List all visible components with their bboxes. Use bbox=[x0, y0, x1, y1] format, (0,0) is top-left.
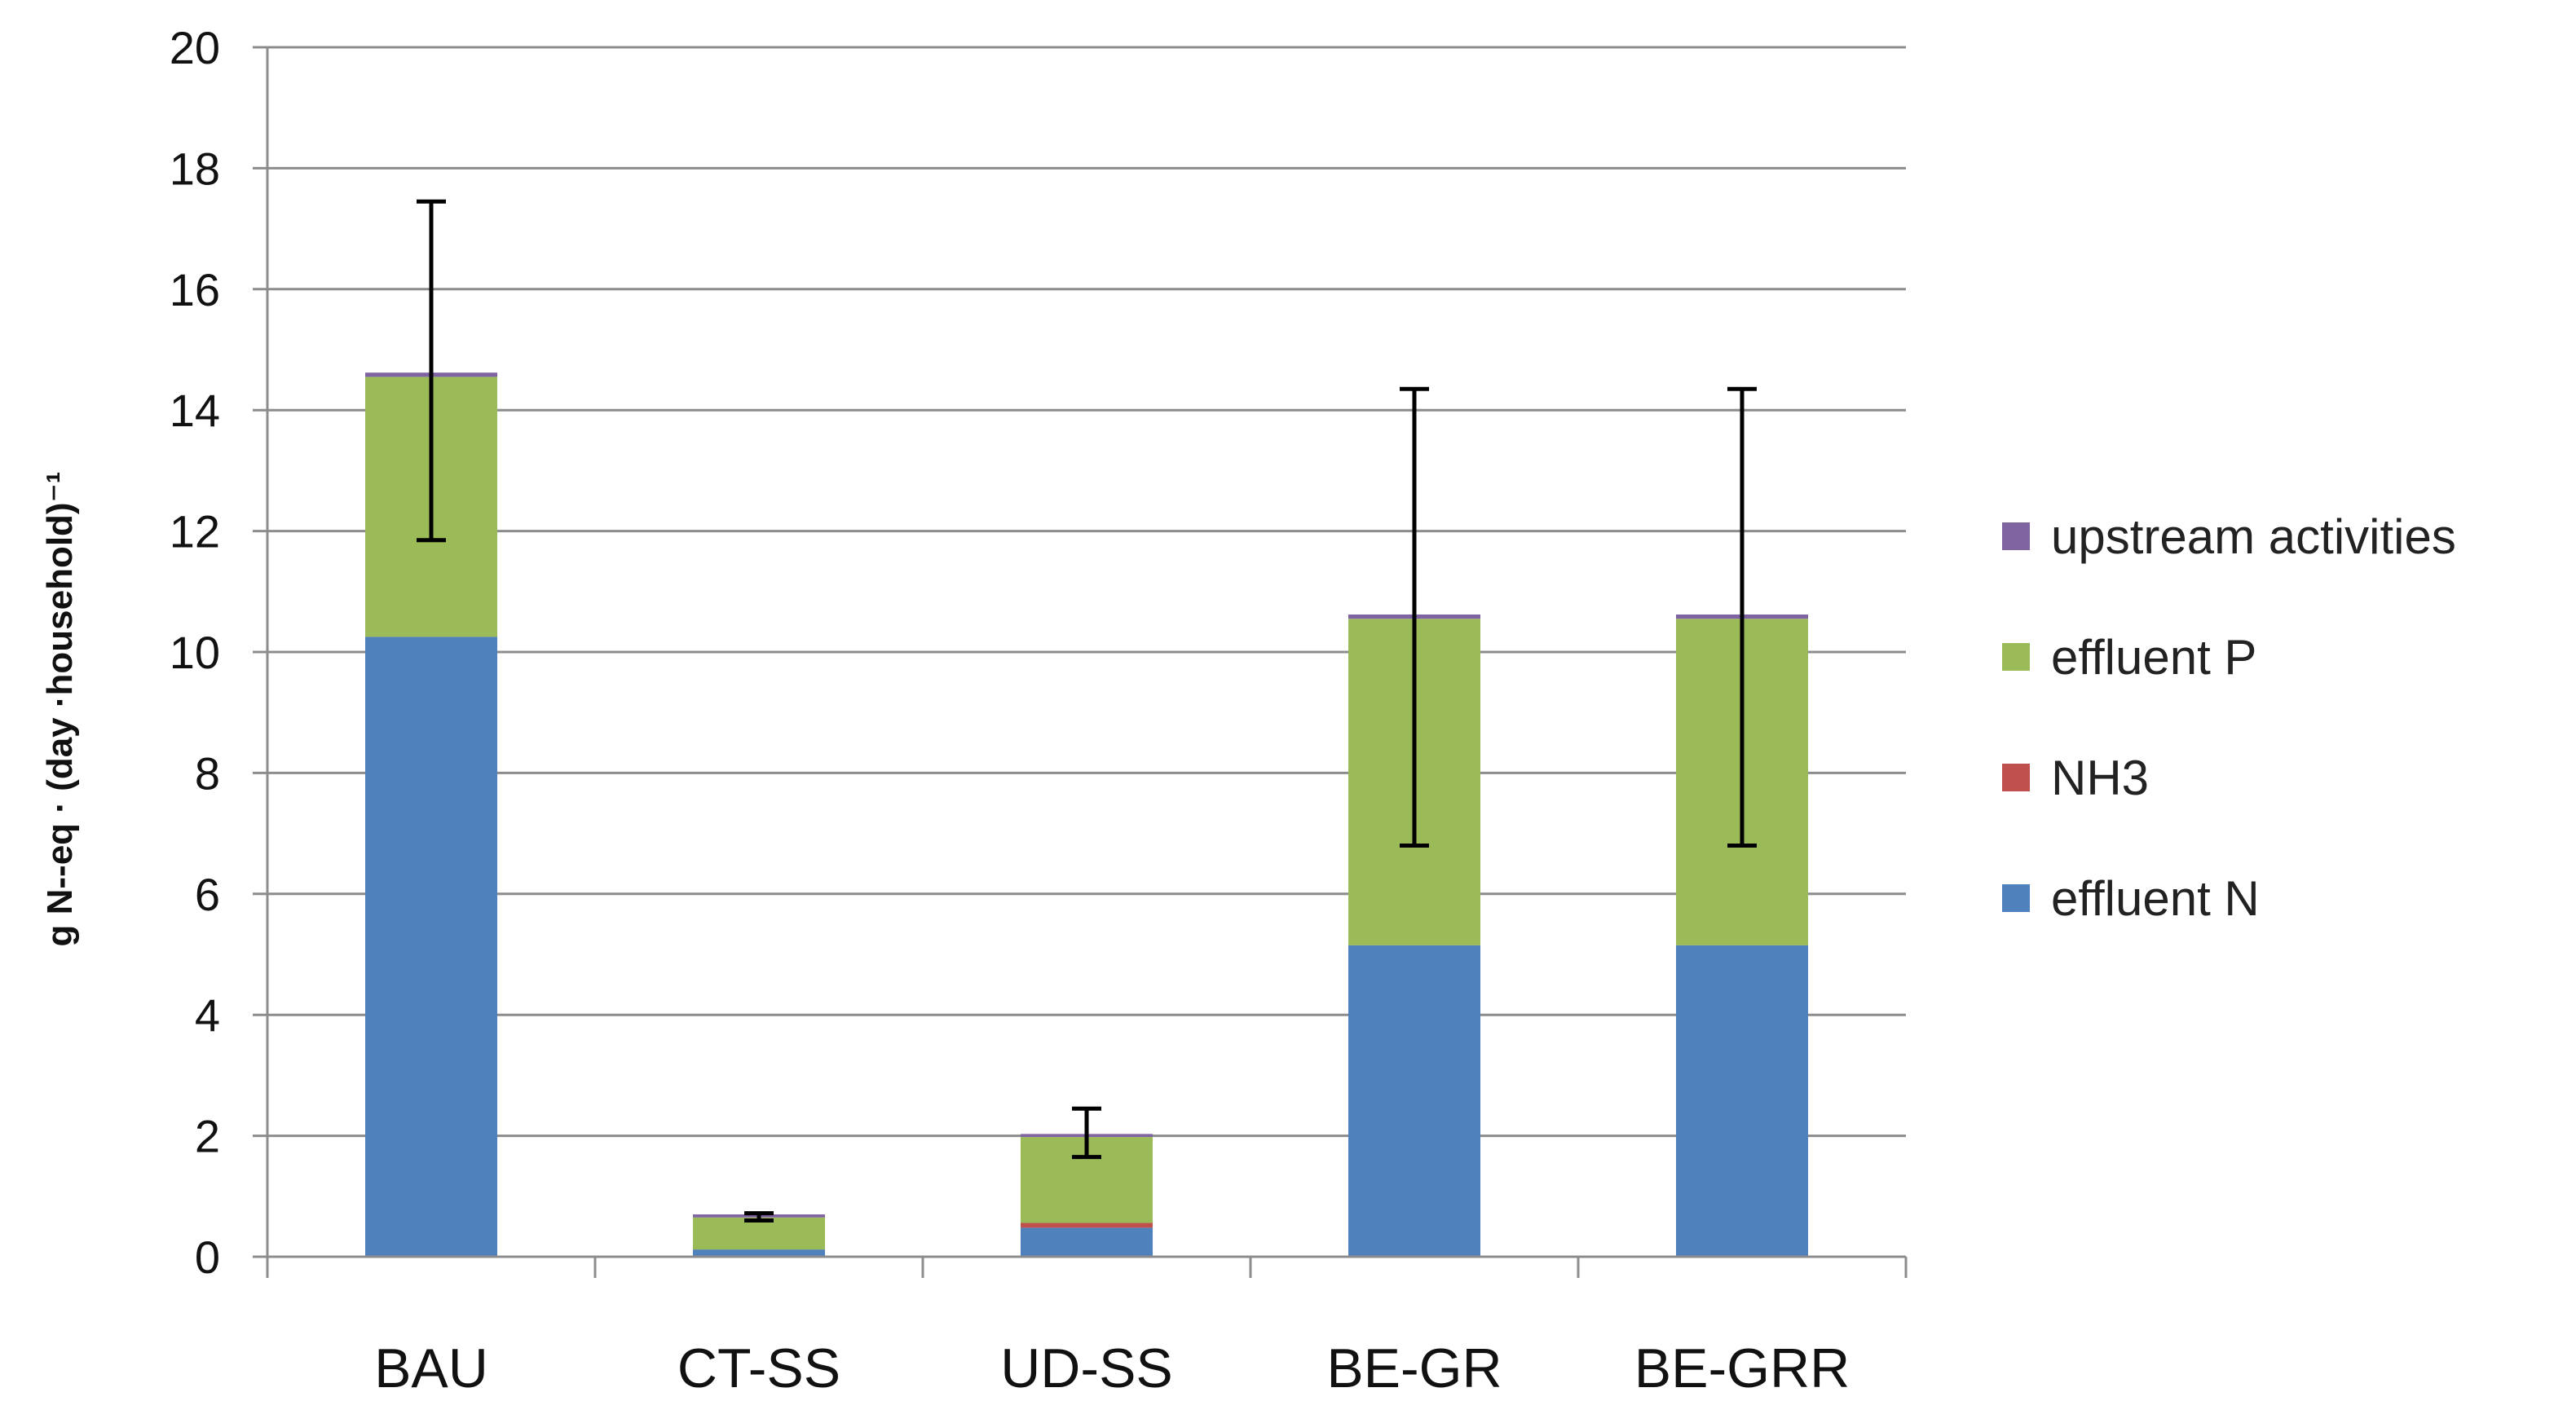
x-tick-label: CT-SS bbox=[677, 1337, 840, 1399]
y-tick-label: 16 bbox=[170, 264, 220, 315]
legend-label: upstream activities bbox=[2051, 509, 2456, 564]
y-tick-label: 8 bbox=[195, 747, 220, 799]
legend-label: effluent P bbox=[2051, 630, 2256, 685]
y-axis-title: g N--eq · (day ·household)⁻¹ bbox=[40, 472, 80, 947]
axes bbox=[253, 46, 1908, 1278]
y-tick-label: 12 bbox=[170, 506, 220, 557]
legend-swatch bbox=[2002, 522, 2030, 550]
bar-segment-effluent-n bbox=[693, 1249, 825, 1257]
y-tick-label: 10 bbox=[170, 627, 220, 678]
gridlines bbox=[267, 46, 1906, 1138]
y-tick-label: 20 bbox=[170, 22, 220, 73]
y-tick-label: 18 bbox=[170, 143, 220, 194]
legend-swatch bbox=[2002, 764, 2030, 791]
bar-segment-effluent-n bbox=[1676, 945, 1808, 1257]
bars bbox=[365, 372, 1808, 1257]
bar-segment-effluent-p bbox=[693, 1217, 825, 1250]
bar-segment-nh3 bbox=[1021, 1223, 1153, 1228]
error-bars bbox=[417, 199, 1757, 1223]
y-tick-label: 4 bbox=[195, 989, 220, 1041]
x-tick-label: UD-SS bbox=[1000, 1337, 1173, 1399]
bar-segment-effluent-n bbox=[1348, 945, 1480, 1257]
bar-segment-effluent-n bbox=[1021, 1227, 1153, 1257]
legend: upstream activities effluent P NH3 effluent… bbox=[2002, 509, 2456, 926]
legend-swatch bbox=[2002, 884, 2030, 912]
legend-label: effluent N bbox=[2051, 871, 2260, 926]
y-tick-label: 6 bbox=[195, 869, 220, 920]
legend-label: NH3 bbox=[2051, 751, 2149, 805]
legend-swatch bbox=[2002, 643, 2030, 671]
bar-segment-effluent-n bbox=[365, 637, 497, 1257]
y-tick-label: 0 bbox=[195, 1231, 220, 1283]
tick-labels: 0 2 4 6 8 10 12 14 16 18 20 BAU CT-SS UD-SS BE-GR BE-GR… bbox=[170, 22, 1850, 1399]
x-tick-label: BAU bbox=[374, 1337, 488, 1399]
y-tick-label: 2 bbox=[195, 1111, 220, 1162]
x-tick-label: BE-GR bbox=[1326, 1337, 1502, 1399]
y-tick-label: 14 bbox=[170, 385, 220, 436]
x-tick-label: BE-GRR bbox=[1634, 1337, 1850, 1399]
